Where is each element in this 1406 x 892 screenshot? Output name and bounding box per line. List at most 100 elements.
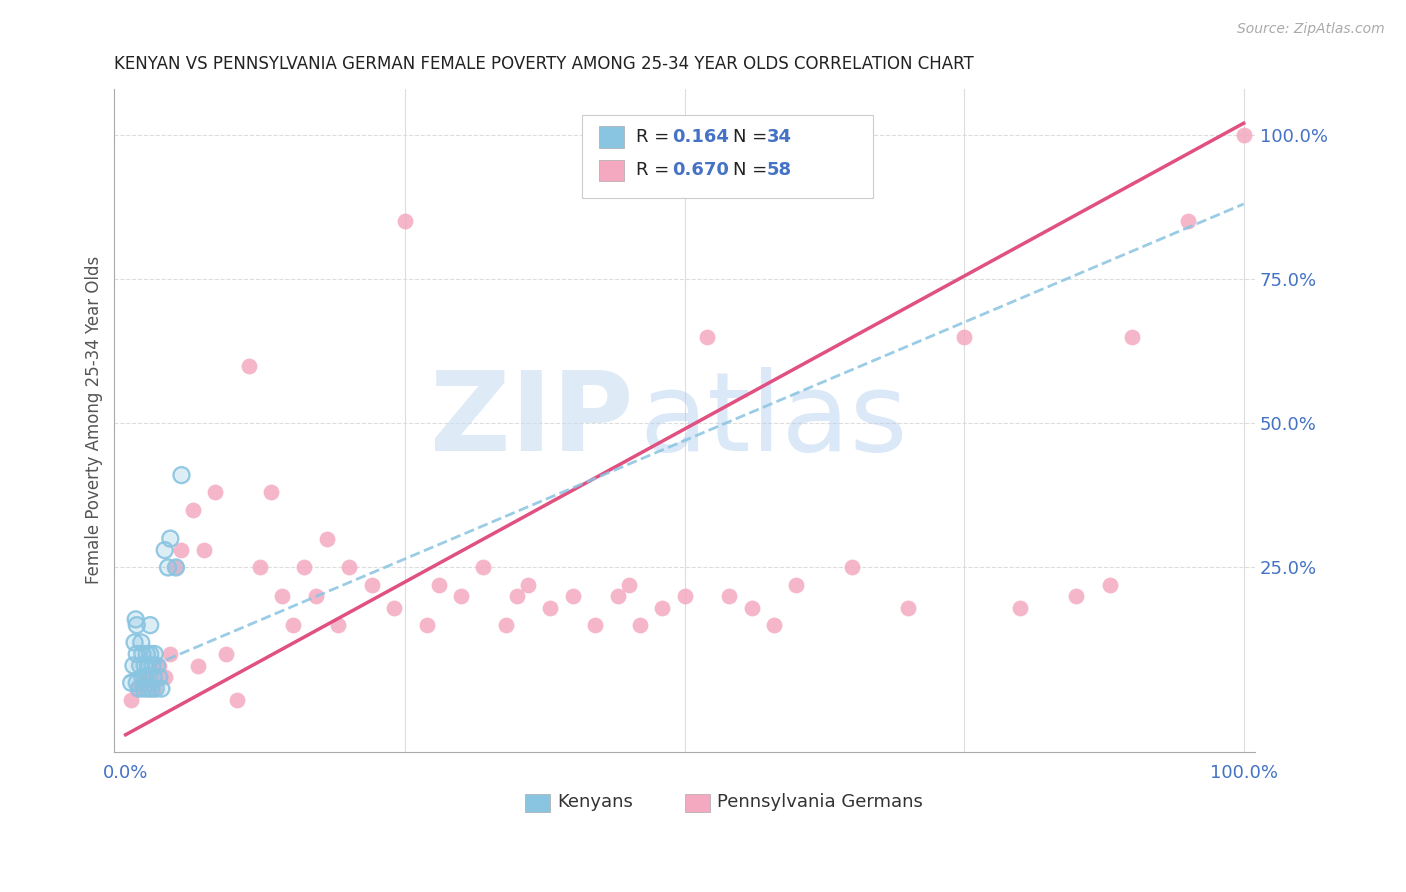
Point [841, 560, 863, 574]
Point [125, 647, 148, 661]
Text: ZIP: ZIP [430, 367, 633, 474]
Point [170, 468, 193, 483]
Point [718, 589, 741, 603]
Point [125, 675, 148, 690]
Point [124, 612, 146, 626]
Text: 34: 34 [766, 128, 792, 146]
Point [628, 618, 651, 632]
Bar [685, 794, 710, 813]
Point [238, 359, 260, 373]
Point [139, 618, 162, 632]
Point [561, 589, 583, 603]
Point [150, 681, 173, 696]
Point [283, 618, 305, 632]
Point [141, 681, 163, 696]
Text: 0.164: 0.164 [672, 128, 728, 146]
Text: 0.0%: 0.0% [103, 764, 148, 781]
Point [143, 647, 166, 661]
Point [129, 635, 152, 649]
Text: KENYAN VS PENNSYLVANIA GERMAN FEMALE POVERTY AMONG 25-34 YEAR OLDS CORRELATION C: KENYAN VS PENNSYLVANIA GERMAN FEMALE POV… [114, 55, 974, 73]
Point [136, 658, 159, 673]
Point [897, 600, 920, 615]
Point [128, 681, 150, 696]
Point [204, 485, 226, 500]
Point [517, 578, 540, 592]
Point [131, 670, 153, 684]
Point [142, 670, 165, 684]
Point [249, 560, 271, 574]
Point [134, 658, 156, 673]
Point [125, 681, 148, 696]
Point [696, 329, 718, 343]
Point [1010, 600, 1032, 615]
Point [1177, 214, 1199, 228]
Point [138, 670, 160, 684]
FancyBboxPatch shape [582, 115, 873, 198]
Point [125, 647, 148, 661]
Point [1098, 578, 1121, 592]
Point [651, 600, 673, 615]
Point [141, 658, 163, 673]
Point [120, 675, 142, 690]
Bar [599, 160, 624, 181]
Point [131, 675, 153, 690]
Bar [599, 127, 624, 148]
Point [129, 658, 152, 673]
Point [124, 612, 146, 626]
Point [141, 681, 163, 696]
Point [142, 681, 165, 696]
Point [394, 214, 416, 228]
Point [416, 618, 439, 632]
Point [1121, 329, 1143, 343]
Point [136, 658, 159, 673]
Point [326, 618, 349, 632]
Point [142, 670, 165, 684]
Point [763, 618, 786, 632]
Point [495, 618, 517, 632]
Point [125, 618, 148, 632]
Point [150, 681, 173, 696]
Point [583, 618, 606, 632]
Point [382, 600, 405, 615]
Text: N =: N = [733, 128, 772, 146]
Text: R =: R = [636, 128, 675, 146]
Point [450, 589, 472, 603]
Point [157, 560, 180, 574]
Point [181, 502, 204, 516]
Point [134, 658, 156, 673]
Point [135, 647, 157, 661]
Point [139, 618, 162, 632]
Bar [524, 794, 550, 813]
Point [135, 670, 157, 684]
Point [136, 681, 159, 696]
Point [540, 600, 562, 615]
Point [215, 647, 238, 661]
Point [226, 693, 249, 707]
Point [271, 589, 294, 603]
Point [193, 543, 215, 558]
Point [337, 560, 360, 574]
Point [136, 681, 159, 696]
Point [153, 543, 176, 558]
Text: N =: N = [733, 161, 772, 179]
Point [165, 560, 187, 574]
Text: Source: ZipAtlas.com: Source: ZipAtlas.com [1237, 22, 1385, 37]
Point [131, 670, 153, 684]
Point [124, 635, 146, 649]
Point [125, 675, 148, 690]
Point [143, 647, 166, 661]
Point [953, 329, 976, 343]
Point [159, 532, 181, 546]
Point [131, 647, 153, 661]
Point [1064, 589, 1087, 603]
Point [159, 532, 181, 546]
Text: 100.0%: 100.0% [1209, 764, 1278, 781]
Point [120, 675, 142, 690]
Point [128, 681, 150, 696]
Text: R =: R = [636, 161, 675, 179]
Point [132, 681, 155, 696]
Text: Pennsylvania Germans: Pennsylvania Germans [717, 793, 922, 811]
Point [187, 658, 209, 673]
Point [122, 658, 145, 673]
Point [170, 543, 193, 558]
